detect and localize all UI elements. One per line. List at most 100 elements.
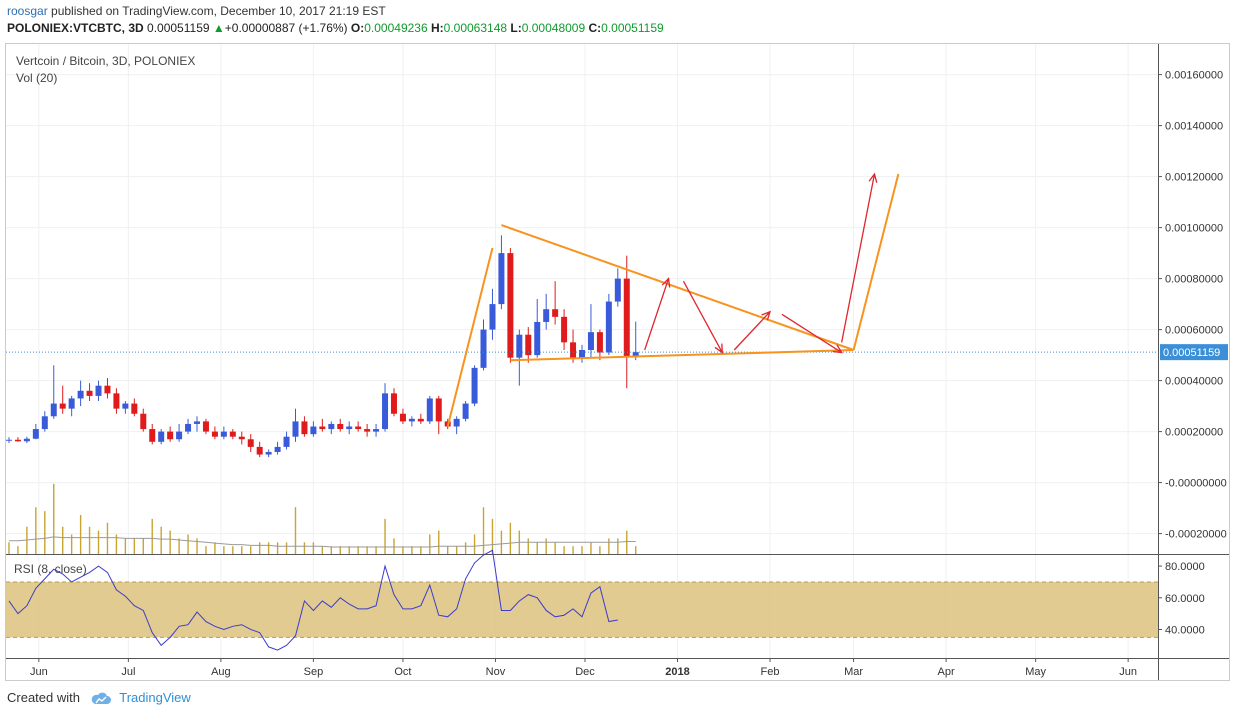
candle-body	[265, 452, 272, 455]
candle	[185, 418, 192, 435]
candle	[86, 383, 93, 401]
candle	[587, 304, 594, 358]
volume-bar	[482, 507, 485, 554]
candle-body	[50, 403, 57, 417]
volume-bar	[500, 530, 503, 554]
candle	[104, 378, 111, 399]
price-tick-label: 0.00120000	[1165, 172, 1223, 184]
candle-body	[623, 278, 630, 358]
candle	[516, 329, 523, 386]
candle-body	[498, 253, 505, 305]
candle-body	[462, 403, 469, 419]
candle-body	[176, 431, 183, 440]
rsi-tick-label: 80.0000	[1165, 561, 1205, 573]
chart-header: roosgar published on TradingView.com, De…	[7, 3, 1232, 37]
price-tick-label: -0.00020000	[1165, 529, 1227, 541]
candle	[265, 449, 272, 458]
candle-body	[6, 439, 12, 441]
volume-bar	[635, 546, 637, 554]
volume-bar	[536, 542, 538, 554]
candle-body	[543, 309, 550, 322]
candle-body	[104, 385, 111, 394]
arrow-shaft	[644, 278, 670, 351]
candle	[399, 408, 406, 424]
volume-bar	[214, 542, 216, 554]
volume-bar	[62, 526, 64, 554]
candle	[247, 434, 254, 452]
price-tick-label: 0.00100000	[1165, 223, 1223, 235]
candle-body	[525, 334, 532, 356]
candle	[95, 380, 102, 401]
arrow-head	[868, 172, 878, 183]
candle	[525, 327, 532, 363]
time-tick-label: Aug	[211, 666, 231, 678]
volume-bar	[420, 546, 422, 554]
candle	[6, 437, 12, 444]
candle	[426, 395, 433, 424]
volume-bar	[17, 546, 19, 554]
volume-bar	[393, 538, 395, 554]
rsi-band	[6, 581, 1158, 638]
candle-body	[390, 393, 397, 414]
chart-canvas[interactable]: 0.00160000 0.00140000 0.00120000 0.00100000…	[6, 44, 1229, 680]
volume-bar	[438, 530, 440, 554]
volume-bar	[330, 546, 333, 554]
time-tick-label: Nov	[486, 666, 506, 678]
forecast-arrow	[781, 313, 843, 354]
volume-bar	[455, 546, 458, 554]
volume-bar	[402, 546, 404, 554]
candle	[32, 423, 39, 440]
candle	[77, 380, 84, 407]
forecast-arrow	[644, 277, 671, 351]
chart-frame[interactable]: 0.00160000 0.00140000 0.00120000 0.00100000…	[5, 43, 1230, 681]
volume-bar	[608, 538, 610, 554]
volume-bar	[115, 534, 118, 554]
price-change: +0.00000887 (+1.76%)	[224, 21, 348, 35]
volume-bar	[375, 546, 377, 554]
volume-bar	[205, 546, 207, 554]
candle-body	[364, 429, 371, 432]
candle-body	[220, 431, 227, 437]
candle-body	[274, 446, 281, 452]
candle	[364, 423, 371, 437]
volume-ma-line	[8, 536, 636, 548]
candle-body	[113, 393, 120, 409]
candle-body	[382, 393, 389, 430]
tradingview-link[interactable]: TradingView	[119, 690, 191, 705]
low-label: L:	[510, 21, 522, 35]
candle	[355, 421, 362, 432]
price-tick-label: -0.00000000	[1165, 478, 1227, 490]
candle	[176, 423, 183, 442]
candle-body	[158, 431, 165, 442]
candle-body	[552, 309, 559, 317]
volume-bar	[464, 542, 467, 554]
candle-body	[41, 416, 48, 430]
author-link[interactable]: roosgar	[7, 4, 48, 18]
volume-bar	[312, 542, 315, 554]
candle	[211, 426, 218, 440]
candle-body	[68, 398, 75, 409]
volume-bar	[241, 546, 243, 554]
last-price-label: 0.00051159	[1163, 347, 1220, 359]
tradingview-cloud-icon	[91, 692, 111, 705]
candle-body	[328, 423, 335, 430]
candle	[140, 408, 147, 432]
rsi-tick-label: 40.0000	[1165, 624, 1205, 636]
trendline	[510, 349, 854, 362]
candle	[229, 429, 236, 440]
volume-bar	[321, 546, 324, 554]
candle-body	[229, 431, 236, 437]
rsi-tick-label: 60.0000	[1165, 593, 1205, 605]
candle	[579, 344, 585, 363]
candle	[471, 365, 478, 407]
candle-body	[167, 431, 174, 440]
candle-body	[149, 429, 156, 442]
candle-body	[399, 413, 406, 422]
candle	[614, 268, 621, 307]
candle	[131, 398, 138, 417]
symbol-info: POLONIEX:VTCBTC, 3D 0.00051159 ▲+0.00000…	[7, 20, 1232, 37]
volume-bar	[178, 538, 180, 554]
time-tick-label: Sep	[304, 666, 324, 678]
candle-body	[202, 421, 209, 432]
trendline	[501, 224, 854, 351]
